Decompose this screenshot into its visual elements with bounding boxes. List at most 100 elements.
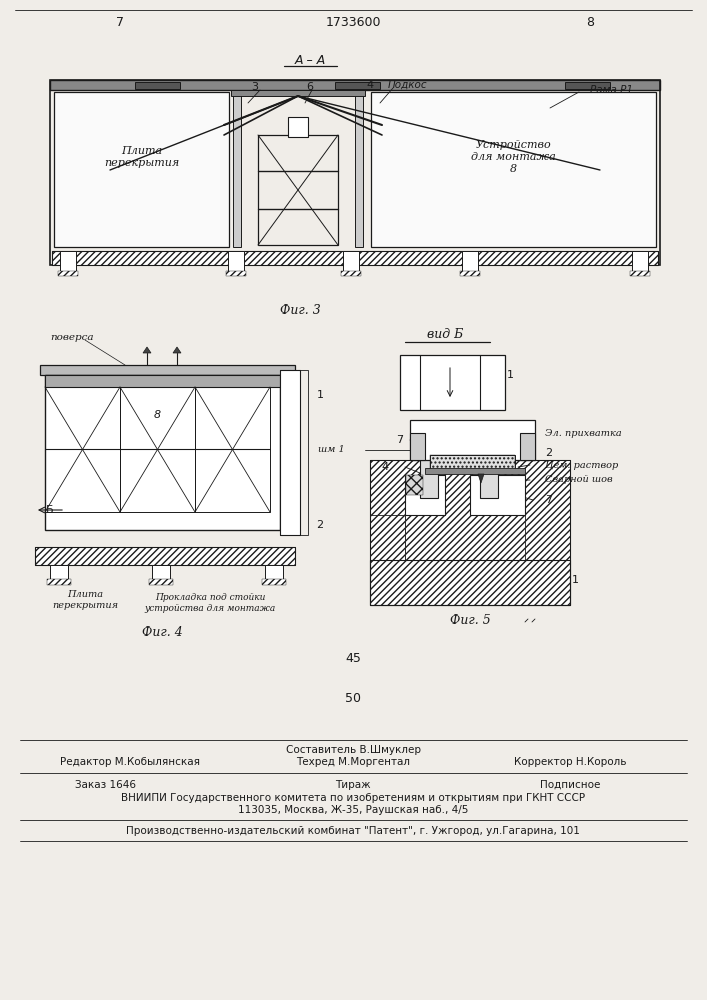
Bar [135, 82, 180, 89]
Text: 1: 1 [571, 575, 578, 585]
Bar [40, 365, 295, 375]
Text: 8: 8 [153, 410, 160, 420]
Bar [52, 251, 658, 265]
Text: поверса: поверса [50, 332, 93, 342]
Bar [460, 271, 480, 276]
Bar [370, 560, 570, 605]
Bar [45, 387, 120, 512]
Bar [480, 433, 498, 498]
Bar [45, 375, 280, 530]
Bar [410, 420, 535, 460]
Bar [371, 92, 656, 247]
Bar [405, 475, 445, 515]
Polygon shape [470, 460, 570, 560]
Polygon shape [370, 515, 405, 560]
Text: Фиг. 5: Фиг. 5 [450, 613, 491, 626]
Text: Рама Р1: Рама Р1 [590, 85, 633, 95]
Bar [262, 579, 286, 585]
Bar [152, 565, 170, 579]
Bar [50, 80, 660, 90]
Bar [233, 92, 241, 247]
Text: Плита
перекрытия: Плита перекрытия [52, 590, 118, 610]
Text: вид Б: вид Б [427, 328, 463, 342]
Bar [47, 579, 71, 585]
Bar [520, 433, 535, 460]
Text: Тираж: Тираж [335, 780, 370, 790]
Bar [265, 565, 283, 579]
Bar [410, 433, 425, 460]
Text: 8: 8 [586, 15, 594, 28]
Bar [370, 460, 570, 605]
Text: 45: 45 [345, 652, 361, 664]
Bar [406, 475, 423, 495]
Text: 7: 7 [545, 495, 552, 505]
Text: 3: 3 [252, 82, 259, 92]
Text: Техред М.Моргентал: Техред М.Моргентал [296, 757, 410, 767]
Bar [430, 455, 515, 470]
Text: 2: 2 [545, 448, 552, 458]
Bar [343, 251, 359, 271]
Text: 1733600: 1733600 [325, 15, 381, 28]
Bar [425, 468, 525, 474]
Bar [195, 387, 270, 512]
Text: Цем. раствор: Цем. раствор [545, 460, 618, 470]
Bar [280, 370, 308, 535]
Text: Устройство
для монтажа
8: Устройство для монтажа 8 [471, 140, 556, 174]
Text: Фиг. 4: Фиг. 4 [141, 626, 182, 640]
Bar [632, 251, 648, 271]
Text: Сварной шов: Сварной шов [545, 476, 613, 485]
Text: Заказ 1646: Заказ 1646 [75, 780, 136, 790]
Bar [341, 271, 361, 276]
Text: ВНИИПИ Государственного комитета по изобретениям и открытиям при ГКНТ СССР: ВНИИПИ Государственного комитета по изоб… [121, 793, 585, 803]
Text: А – А: А – А [294, 53, 326, 66]
Bar [355, 92, 363, 247]
Bar [280, 370, 300, 535]
Bar [370, 560, 570, 605]
Text: Эл. прихватка: Эл. прихватка [545, 428, 621, 438]
Text: Б: Б [46, 505, 54, 515]
Bar [335, 82, 380, 89]
Polygon shape [143, 347, 151, 353]
Text: 113035, Москва, Ж-35, Раушская наб., 4/5: 113035, Москва, Ж-35, Раушская наб., 4/5 [238, 805, 468, 815]
Bar [45, 375, 280, 387]
Text: 4: 4 [366, 80, 373, 90]
Text: Составитель В.Шмуклер: Составитель В.Шмуклер [286, 745, 421, 755]
Text: шм 1: шм 1 [318, 446, 345, 454]
Polygon shape [478, 474, 484, 483]
Bar [400, 355, 505, 410]
Text: Подписное: Подписное [540, 780, 600, 790]
Bar [35, 547, 295, 565]
Bar [54, 92, 229, 247]
Bar [149, 579, 173, 585]
Text: 6: 6 [307, 82, 313, 92]
Bar [226, 271, 246, 276]
Text: Прокладка под стойки
устройства для монтажа: Прокладка под стойки устройства для монт… [144, 593, 276, 613]
Text: 50: 50 [345, 692, 361, 704]
Bar [258, 135, 338, 245]
Bar [630, 271, 650, 276]
Bar [565, 82, 610, 89]
Bar [50, 80, 660, 265]
Polygon shape [370, 460, 445, 560]
Text: Производственно-издательский комбинат "Патент", г. Ужгород, ул.Гагарина, 101: Производственно-издательский комбинат "П… [126, 826, 580, 836]
Bar [50, 565, 68, 579]
Text: 7: 7 [397, 435, 404, 445]
Polygon shape [470, 475, 525, 515]
Bar [470, 475, 525, 515]
Polygon shape [405, 475, 445, 515]
Bar [420, 433, 438, 498]
Text: Корректор Н.Король: Корректор Н.Король [514, 757, 626, 767]
Text: Редактор М.Кобылянская: Редактор М.Кобылянская [60, 757, 200, 767]
Text: Подкос: Подкос [388, 80, 428, 90]
Bar [52, 251, 658, 265]
Text: 1: 1 [506, 370, 513, 380]
Bar [231, 90, 365, 96]
Bar [288, 117, 308, 137]
Bar [228, 251, 244, 271]
Bar [430, 455, 515, 470]
Text: 4: 4 [382, 462, 389, 472]
Text: Фиг. 3: Фиг. 3 [280, 304, 320, 316]
Polygon shape [173, 347, 181, 353]
Text: Плита
перекрытия: Плита перекрытия [104, 146, 179, 168]
Text: 2: 2 [317, 520, 324, 530]
